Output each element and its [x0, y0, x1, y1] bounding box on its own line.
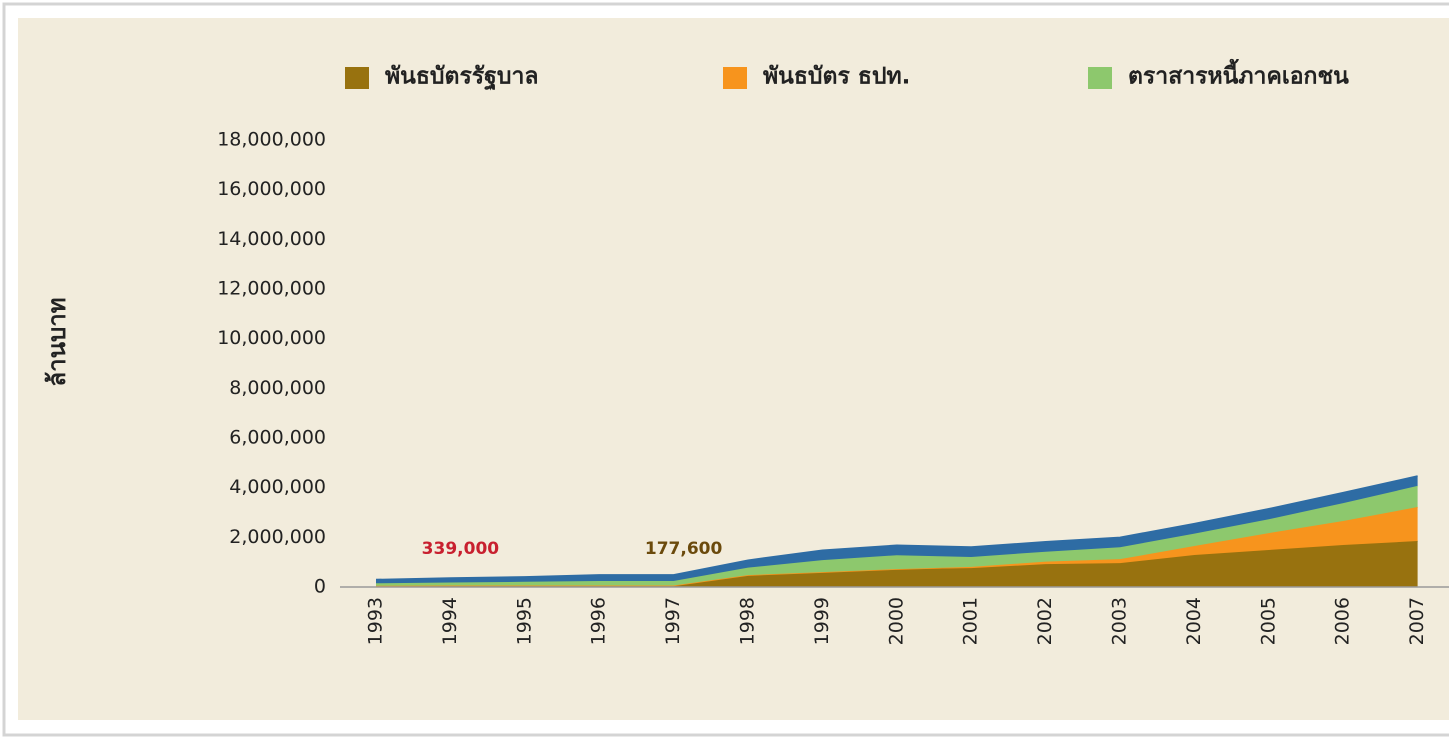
x-tick-label: 1993: [365, 597, 387, 645]
area-fill: [376, 507, 1418, 586]
x-tick-label: 2002: [1034, 597, 1056, 645]
x-tick-label: 1996: [588, 597, 610, 645]
x-tick-label: 2001: [960, 597, 982, 645]
x-tick-label: 1999: [811, 597, 833, 645]
y-tick-label: 2,000,000: [229, 526, 326, 548]
y-tick-label: 8,000,000: [229, 377, 326, 399]
area-fill: [376, 541, 1418, 587]
y-tick-label: 6,000,000: [229, 427, 326, 449]
legend-label: พันธบัตรรัฐบาล: [385, 64, 538, 91]
legend-swatch: [1088, 67, 1112, 89]
x-tick-label: 2003: [1109, 597, 1131, 645]
x-tick-label: 2000: [885, 597, 907, 645]
y-tick-label: 4,000,000: [229, 476, 326, 498]
area-fill: [376, 475, 1418, 584]
x-tick-label: 2006: [1332, 597, 1354, 645]
legend-swatch: [345, 67, 369, 89]
annotation: 177,600: [645, 539, 723, 559]
y-axis-label: ล้านบาท: [43, 297, 71, 386]
y-tick-label: 10,000,000: [217, 327, 326, 349]
x-tick-label: 2004: [1183, 597, 1205, 645]
legend-label: พันธบัตร ธปท.: [763, 64, 910, 90]
x-tick-label: 2005: [1257, 597, 1279, 645]
legend-label: ตราสารหนี้ภาคเอกชน: [1128, 59, 1349, 90]
plot-area: 0 2,000,000 4,000,000 6,000,000 8,000,000 10,…: [217, 59, 1449, 645]
y-tick-label: 0: [314, 576, 326, 598]
x-tick-label: 1994: [439, 597, 461, 645]
x-tick-label: 1995: [513, 597, 535, 645]
legend-swatch: [723, 67, 747, 89]
y-tick-label: 14,000,000: [217, 228, 326, 250]
area-top: [375, 475, 1418, 581]
area-fill: [376, 485, 1418, 586]
x-tick-label: 2007: [1406, 597, 1428, 645]
y-tick-label: 18,000,000: [217, 129, 326, 151]
chart-panel: [18, 18, 1449, 720]
y-tick-label: 16,000,000: [217, 178, 326, 200]
annotation: 339,000: [422, 539, 500, 559]
y-tick-label: 12,000,000: [217, 278, 326, 300]
x-tick-label: 1998: [737, 597, 759, 645]
x-tick-label: 1997: [662, 597, 684, 645]
